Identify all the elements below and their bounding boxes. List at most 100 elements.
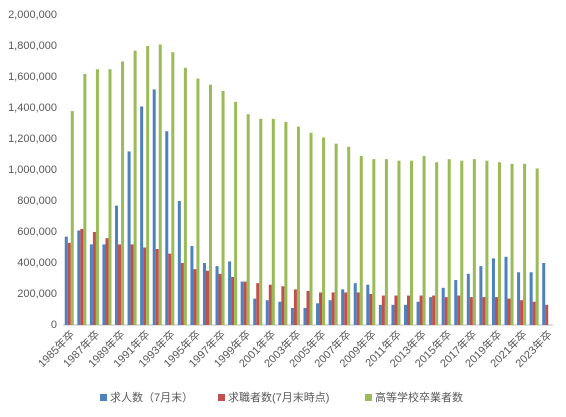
legend-label: 求職者数(7月末時点) <box>228 390 329 404</box>
bar <box>444 297 448 325</box>
bar <box>293 289 297 325</box>
bar <box>482 297 486 325</box>
bar <box>303 307 307 325</box>
bar <box>331 292 335 325</box>
bar <box>545 304 549 325</box>
bar <box>171 52 175 325</box>
bar <box>472 159 476 325</box>
bar <box>281 286 285 325</box>
bar <box>316 303 320 325</box>
bar <box>328 300 332 325</box>
bar <box>243 281 247 325</box>
bar <box>491 258 495 325</box>
bar <box>240 281 244 325</box>
bar <box>359 156 363 325</box>
bar <box>215 266 219 325</box>
bar <box>517 272 521 325</box>
bar <box>510 163 514 325</box>
bar <box>403 304 408 325</box>
bar <box>158 44 162 325</box>
y-tick-label: 1,200,000 <box>8 133 57 145</box>
bar <box>268 284 272 325</box>
bar <box>432 295 436 325</box>
y-tick-label: 0 <box>51 319 57 331</box>
bar <box>296 126 300 325</box>
bar <box>177 201 181 325</box>
bar <box>309 132 313 325</box>
bar <box>369 294 373 325</box>
legend-swatch <box>218 394 225 401</box>
bar <box>108 69 112 325</box>
y-tick-label: 800,000 <box>17 195 57 207</box>
bar <box>64 236 68 325</box>
bar <box>202 263 206 325</box>
bar <box>356 292 360 325</box>
bar <box>372 159 376 325</box>
bar <box>80 228 84 325</box>
bar <box>89 244 93 325</box>
bar <box>95 69 99 325</box>
y-tick-label: 1,000,000 <box>8 164 57 176</box>
bar <box>422 156 426 325</box>
bar <box>121 61 125 325</box>
legend-swatch <box>100 394 107 401</box>
bar <box>253 298 257 325</box>
bar <box>460 160 464 325</box>
bar <box>454 280 458 325</box>
bar <box>193 269 197 325</box>
bar <box>381 295 385 325</box>
bar <box>231 276 235 325</box>
bar <box>208 84 213 325</box>
bar <box>143 247 147 325</box>
bar <box>457 295 461 325</box>
bar <box>130 244 134 325</box>
bar <box>532 301 536 325</box>
y-tick-label: 1,800,000 <box>8 40 57 52</box>
bar <box>319 292 323 325</box>
bar <box>77 230 81 325</box>
bar <box>344 292 348 325</box>
legend-label: 求人数（7月末） <box>110 390 193 404</box>
bar <box>416 301 420 325</box>
bar <box>205 270 209 325</box>
y-tick-label: 1,400,000 <box>8 102 57 114</box>
bar <box>353 283 357 325</box>
bar <box>259 118 263 325</box>
bar <box>469 297 473 325</box>
bar <box>520 300 524 325</box>
bar <box>391 304 395 325</box>
bar <box>306 290 310 325</box>
bar <box>410 160 414 325</box>
bar <box>265 300 269 325</box>
bar <box>479 266 483 325</box>
bar <box>466 273 470 325</box>
bar <box>183 67 187 325</box>
bar <box>140 106 144 325</box>
legend-label: 高等学校卒業者数 <box>375 390 463 404</box>
bar <box>115 205 119 325</box>
bar <box>284 121 288 325</box>
bar <box>497 162 501 325</box>
bar <box>218 273 222 325</box>
bar <box>507 298 511 325</box>
bar <box>234 101 238 325</box>
bar <box>529 272 533 325</box>
bar <box>435 162 439 325</box>
bar <box>322 137 326 325</box>
y-tick-label: 1,600,000 <box>8 71 57 83</box>
bar <box>394 295 398 325</box>
bar <box>168 253 172 325</box>
bar <box>152 89 156 326</box>
bar <box>278 301 282 325</box>
y-tick-label: 200,000 <box>17 288 57 300</box>
bar <box>221 90 225 325</box>
bar <box>67 242 71 325</box>
bar <box>190 245 194 325</box>
bar <box>334 143 338 325</box>
bar <box>70 111 74 325</box>
bar <box>384 159 388 325</box>
bar <box>92 232 96 325</box>
bar <box>127 151 131 325</box>
bar <box>105 238 109 325</box>
